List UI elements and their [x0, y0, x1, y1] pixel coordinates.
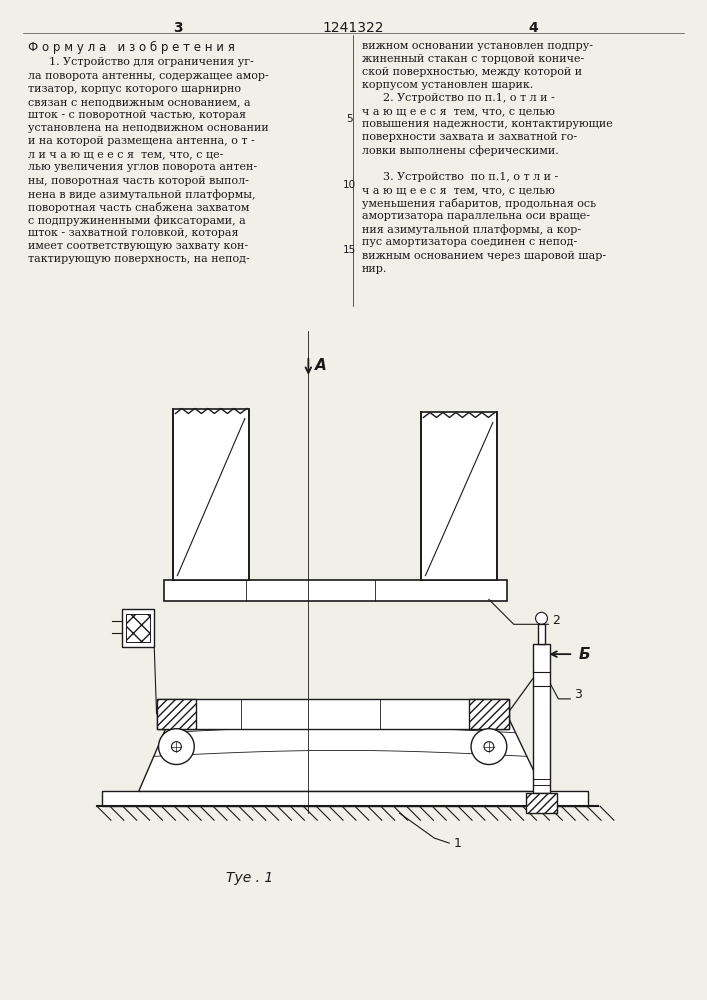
Text: связан с неподвижным основанием, а: связан с неподвижным основанием, а — [28, 97, 250, 107]
Text: поверхности захвата и захватной го-: поверхности захвата и захватной го- — [362, 132, 577, 142]
Text: 1: 1 — [453, 837, 461, 850]
Text: 2: 2 — [552, 614, 561, 627]
Text: жиненный стакан с торцовой кониче-: жиненный стакан с торцовой кониче- — [362, 54, 584, 64]
Text: с подпружиненными фиксаторами, а: с подпружиненными фиксаторами, а — [28, 215, 245, 226]
Circle shape — [471, 729, 507, 765]
Bar — [156, 699, 197, 729]
Bar — [537, 624, 546, 644]
Text: корпусом установлен шарик.: корпусом установлен шарик. — [362, 80, 533, 90]
Text: повышения надежности, контактирующие: повышения надежности, контактирующие — [362, 119, 613, 129]
Text: 3: 3 — [174, 21, 183, 35]
Text: 1241322: 1241322 — [322, 21, 384, 35]
Text: нир.: нир. — [362, 264, 387, 274]
Text: тактирующую поверхность, на непод-: тактирующую поверхность, на непод- — [28, 254, 250, 264]
Text: Τуе . 1: Τуе . 1 — [226, 871, 274, 885]
Text: имеет соответствующую захвату кон-: имеет соответствующую захвату кон- — [28, 241, 247, 251]
Circle shape — [536, 612, 547, 624]
Bar — [126, 614, 150, 642]
Text: ния азимутальной платформы, а кор-: ния азимутальной платформы, а кор- — [362, 224, 581, 235]
Text: вижным основанием через шаровой шар-: вижным основанием через шаровой шар- — [362, 251, 606, 261]
Text: 4: 4 — [529, 21, 539, 35]
Text: 5: 5 — [346, 114, 352, 124]
Text: ла поворота антенны, содержащее амор-: ла поворота антенны, содержащее амор- — [28, 71, 269, 81]
Text: и на которой размещена антенна, о т -: и на которой размещена антенна, о т - — [28, 136, 255, 146]
Circle shape — [484, 742, 494, 752]
Bar — [173, 409, 249, 580]
Text: нена в виде азимутальной платформы,: нена в виде азимутальной платформы, — [28, 189, 255, 200]
Text: ны, поворотная часть которой выпол-: ны, поворотная часть которой выпол- — [28, 176, 248, 186]
Text: A: A — [315, 358, 327, 373]
Text: ской поверхностью, между которой и: ской поверхностью, между которой и — [362, 67, 582, 77]
Text: ч а ю щ е е с я  тем, что, с целью: ч а ю щ е е с я тем, что, с целью — [362, 106, 555, 116]
Bar — [156, 699, 509, 729]
Text: ч а ю щ е е с я  тем, что, с целью: ч а ю щ е е с я тем, что, с целью — [362, 185, 555, 195]
Bar — [532, 644, 551, 793]
Text: 1. Устройство для ограничения уг-: 1. Устройство для ограничения уг- — [28, 57, 253, 67]
Text: Б: Б — [578, 647, 590, 662]
Text: вижном основании установлен подпру-: вижном основании установлен подпру- — [362, 41, 593, 51]
Text: л и ч а ю щ е е с я  тем, что, с це-: л и ч а ю щ е е с я тем, что, с це- — [28, 149, 223, 159]
Text: поворотная часть снабжена захватом: поворотная часть снабжена захватом — [28, 202, 249, 213]
Text: лью увеличения углов поворота антен-: лью увеличения углов поворота антен- — [28, 162, 257, 172]
Text: амортизатора параллельна оси враще-: амортизатора параллельна оси враще- — [362, 211, 590, 221]
Text: тизатор, корпус которого шарнирно: тизатор, корпус которого шарнирно — [28, 84, 240, 94]
Text: шток - с поворотной частью, которая: шток - с поворотной частью, которая — [28, 110, 245, 120]
Polygon shape — [139, 704, 544, 791]
Text: 3: 3 — [574, 688, 582, 701]
Text: установлена на неподвижном основании: установлена на неподвижном основании — [28, 123, 269, 133]
Text: уменьшения габаритов, продольная ось: уменьшения габаритов, продольная ось — [362, 198, 596, 209]
Bar — [102, 791, 588, 806]
Text: шток - захватной головкой, которая: шток - захватной головкой, которая — [28, 228, 238, 238]
Bar — [469, 699, 509, 729]
Bar — [421, 412, 497, 580]
Text: 15: 15 — [342, 245, 356, 255]
Circle shape — [158, 729, 194, 765]
Bar — [165, 580, 507, 601]
Text: ловки выполнены сферическими.: ловки выполнены сферическими. — [362, 146, 559, 156]
Text: 2. Устройство по п.1, о т л и -: 2. Устройство по п.1, о т л и - — [362, 93, 555, 103]
Text: пус амортизатора соединен с непод-: пус амортизатора соединен с непод- — [362, 237, 577, 247]
Text: Ф о р м у л а   и з о б р е т е н и я: Ф о р м у л а и з о б р е т е н и я — [28, 41, 235, 54]
Bar — [525, 793, 557, 813]
Text: 3. Устройство  по п.1, о т л и -: 3. Устройство по п.1, о т л и - — [362, 172, 559, 182]
Circle shape — [171, 742, 182, 752]
Text: 10: 10 — [342, 180, 356, 190]
Bar — [122, 609, 153, 647]
